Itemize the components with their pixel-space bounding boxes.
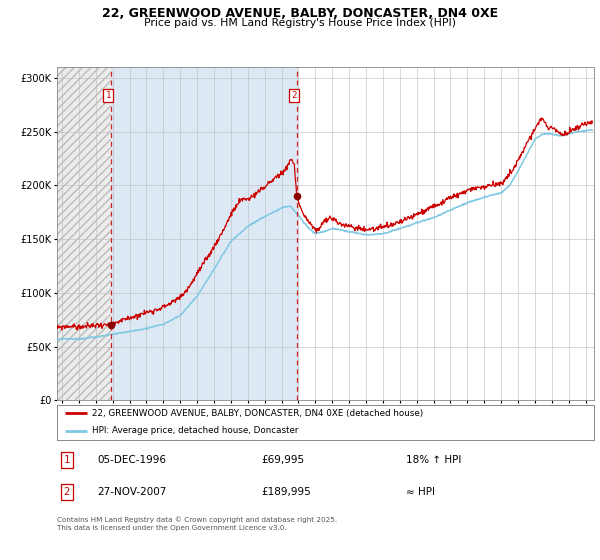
Bar — [57, 67, 112, 400]
Text: HPI: Average price, detached house, Doncaster: HPI: Average price, detached house, Donc… — [92, 426, 298, 435]
Bar — [112, 67, 297, 400]
Text: Contains HM Land Registry data © Crown copyright and database right 2025.
This d: Contains HM Land Registry data © Crown c… — [57, 516, 337, 531]
Text: 27-NOV-2007: 27-NOV-2007 — [97, 487, 167, 497]
Text: 22, GREENWOOD AVENUE, BALBY, DONCASTER, DN4 0XE (detached house): 22, GREENWOOD AVENUE, BALBY, DONCASTER, … — [92, 409, 423, 418]
Text: 1: 1 — [106, 91, 111, 100]
Text: £189,995: £189,995 — [261, 487, 311, 497]
Text: 18% ↑ HPI: 18% ↑ HPI — [406, 455, 461, 465]
Text: 1: 1 — [64, 455, 70, 465]
Bar — [57, 67, 112, 400]
Text: 05-DEC-1996: 05-DEC-1996 — [97, 455, 166, 465]
Text: 2: 2 — [291, 91, 296, 100]
Text: ≈ HPI: ≈ HPI — [406, 487, 435, 497]
Text: £69,995: £69,995 — [261, 455, 304, 465]
Text: 2: 2 — [64, 487, 70, 497]
Text: 22, GREENWOOD AVENUE, BALBY, DONCASTER, DN4 0XE: 22, GREENWOOD AVENUE, BALBY, DONCASTER, … — [102, 7, 498, 20]
Text: Price paid vs. HM Land Registry's House Price Index (HPI): Price paid vs. HM Land Registry's House … — [144, 18, 456, 28]
